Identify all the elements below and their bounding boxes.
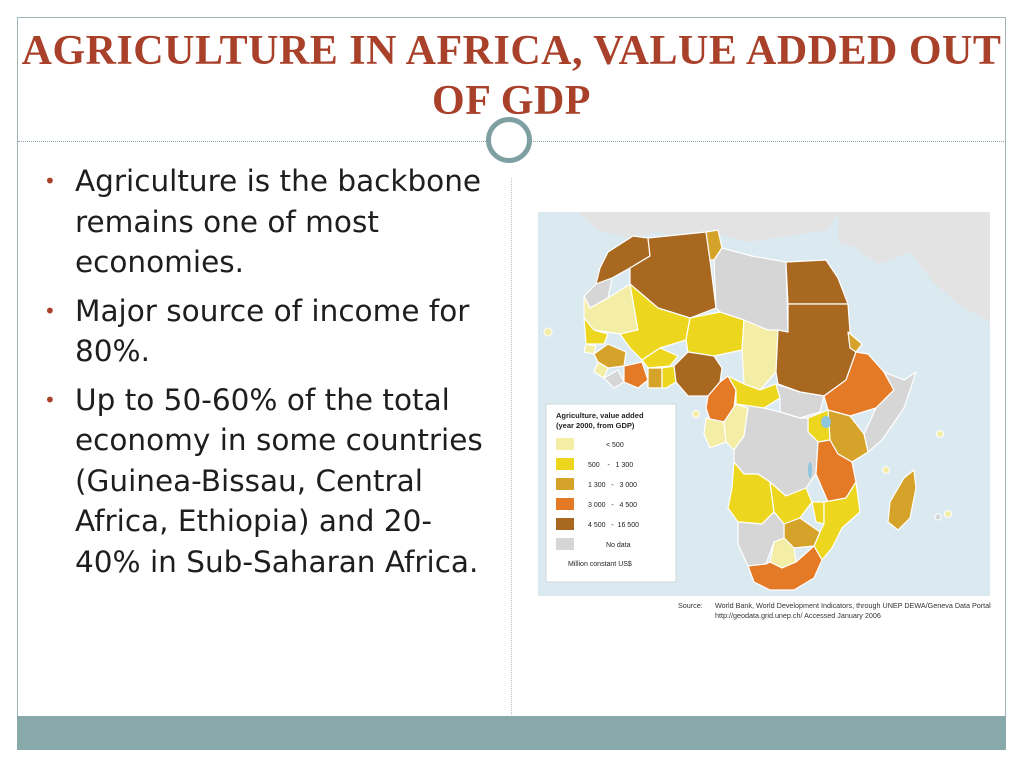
legend-swatch — [556, 518, 574, 530]
legend-label: < 500 — [606, 442, 624, 449]
legend-label: 500 - 1 300 — [588, 462, 633, 469]
island-mauritius — [944, 510, 952, 518]
source-line-1: World Bank, World Development Indicators… — [715, 601, 991, 610]
island-sao-tome — [692, 410, 700, 418]
island-comoros — [882, 466, 890, 474]
legend-swatch — [556, 538, 574, 550]
source-line-2: http://geodata.grid.unep.ch/ Accessed Ja… — [715, 611, 881, 620]
country-gabon — [703, 417, 727, 449]
footer-bar — [17, 716, 1006, 750]
legend-swatch — [556, 458, 574, 470]
legend-title-line2: (year 2000, from GDP) — [556, 421, 635, 430]
country-cote-divoire — [623, 361, 649, 389]
bullet-text: Major source of income for 80%. — [75, 293, 470, 369]
column-divider — [511, 178, 512, 715]
country-mozambique — [813, 481, 861, 561]
island-reunion — [934, 513, 942, 521]
bullet-text: Agriculture is the backbone remains one … — [75, 164, 482, 279]
country-south-sudan — [775, 383, 825, 419]
slide-title: AGRICULTURE IN AFRICA, VALUE ADDED OUT O… — [21, 28, 1002, 124]
legend-swatch — [556, 438, 574, 450]
bullet-text: Up to 50-60% of the total economy in som… — [75, 382, 483, 579]
country-central-african-republic — [727, 375, 781, 409]
legend-label: 3 000 - 4 500 — [588, 502, 637, 509]
legend-label: 4 500 - 16 500 — [588, 522, 639, 529]
bullet-item: • Up to 50-60% of the total economy in so… — [44, 380, 484, 583]
bullet-dot-icon: • — [44, 387, 56, 412]
legend-title-line1: Agriculture, value added — [556, 411, 644, 420]
country-somalia — [863, 371, 917, 453]
island-seychelles — [936, 430, 944, 438]
europe-landmass — [578, 212, 838, 242]
title-ring-ornament — [486, 117, 532, 163]
lake-tanganyika — [808, 462, 812, 478]
bullet-item: • Agriculture is the backbone remains one… — [44, 161, 484, 283]
country-guinea-bissau — [583, 343, 597, 355]
bullet-dot-icon: • — [44, 169, 56, 193]
country-egypt — [785, 259, 849, 305]
country-senegal — [583, 317, 609, 345]
bullet-item: • Major source of income for 80%. — [44, 291, 484, 372]
lake-victoria — [821, 416, 831, 428]
map-legend: Agriculture, value added (year 2000, fro… — [545, 403, 677, 583]
legend-box — [545, 403, 677, 583]
bullet-dot-icon: • — [44, 298, 56, 323]
country-south-africa — [747, 545, 823, 591]
legend-swatch — [556, 478, 574, 490]
source-label: Source: — [678, 601, 703, 610]
africa-agriculture-map: Agriculture, value added (year 2000, fro… — [538, 212, 990, 596]
legend-label: 1 300 - 3 000 — [588, 482, 637, 489]
country-togo-benin — [661, 365, 677, 389]
middle-east-landmass — [838, 212, 990, 322]
legend-swatch — [556, 498, 574, 510]
country-madagascar — [887, 469, 917, 531]
island-cape-verde — [543, 327, 553, 337]
country-burkina-faso — [641, 347, 679, 369]
country-niger — [685, 311, 745, 357]
country-chad — [741, 319, 779, 391]
legend-label: No data — [606, 542, 631, 549]
legend-unit: Million constant US$ — [568, 561, 632, 568]
country-ghana — [647, 367, 663, 389]
bullet-list: • Agriculture is the backbone remains one… — [44, 161, 484, 590]
